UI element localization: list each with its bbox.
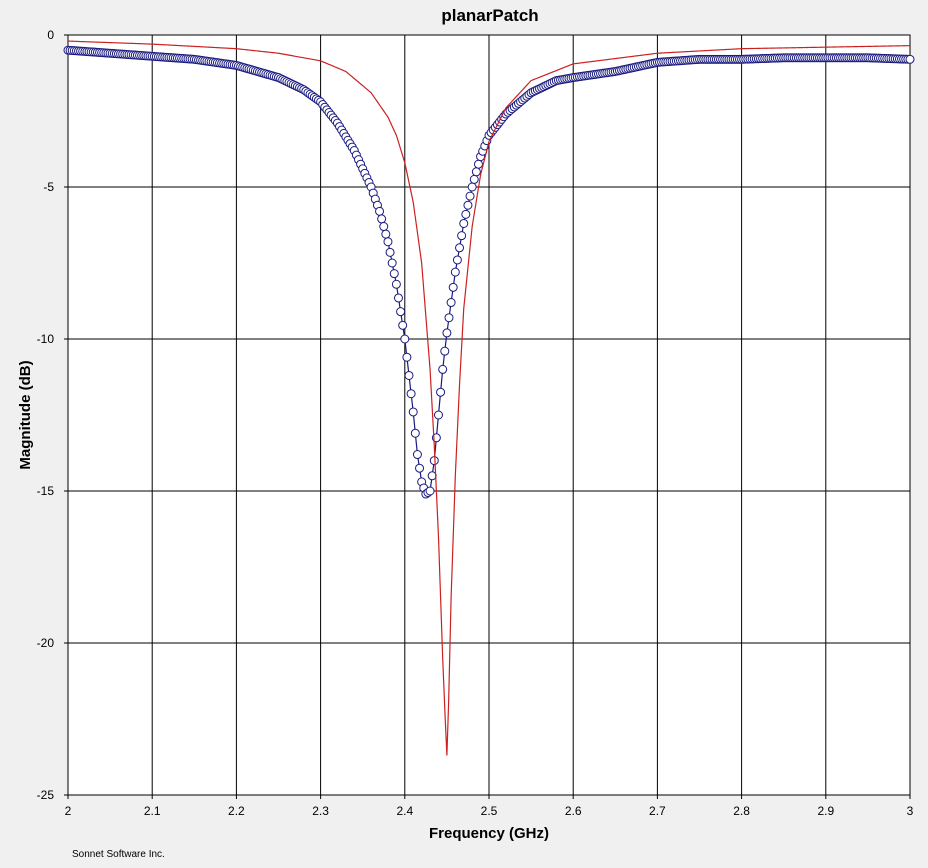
data-point [471, 167, 481, 177]
data-point [410, 428, 420, 438]
data-point [404, 370, 414, 380]
data-point [463, 200, 473, 210]
data-point [433, 410, 443, 420]
x-tick-label: 2.1 [144, 804, 161, 818]
x-tick-label: 2 [65, 804, 72, 818]
y-tick-label: -5 [43, 180, 54, 194]
data-point [436, 387, 446, 397]
data-point [457, 231, 467, 241]
data-point [385, 247, 395, 257]
y-tick-label: -20 [37, 636, 55, 650]
data-point [393, 293, 403, 303]
data-point [446, 298, 456, 308]
x-tick-label: 2.3 [312, 804, 329, 818]
series-line [67, 40, 911, 756]
data-point [440, 346, 450, 356]
data-point [465, 191, 475, 201]
data-point [406, 389, 416, 399]
grid-lines [68, 35, 910, 795]
y-tick-label: -25 [37, 788, 55, 802]
y-tick-label: 0 [47, 28, 54, 42]
y-tick-labels: 0 -5 -10 -15 -20 -25 [37, 28, 68, 802]
data-point [387, 258, 397, 268]
data-point [469, 174, 479, 184]
series-markers [63, 45, 915, 499]
data-point [400, 334, 410, 344]
data-point [905, 54, 915, 64]
x-tick-label: 3 [907, 804, 914, 818]
series-1 [67, 40, 911, 756]
data-point [473, 159, 483, 169]
data-point [379, 222, 389, 232]
footer-credit: Sonnet Software Inc. [72, 849, 165, 860]
data-point [381, 229, 391, 239]
data-point [461, 209, 471, 219]
series-0 [63, 45, 915, 499]
y-axis-label: Magnitude (dB) [17, 360, 34, 469]
data-point [412, 450, 422, 460]
x-tick-label: 2.6 [565, 804, 582, 818]
x-tick-label: 2.9 [817, 804, 834, 818]
data-point [459, 218, 469, 228]
data-point [448, 282, 458, 292]
x-tick-label: 2.8 [733, 804, 750, 818]
data-point [444, 313, 454, 323]
x-tick-label: 2.7 [649, 804, 666, 818]
data-point [415, 463, 425, 473]
x-tick-label: 2.2 [228, 804, 245, 818]
x-tick-labels: 2 2.1 2.2 2.3 2.4 2.5 2.6 2.7 2.8 2.9 3 [65, 795, 914, 818]
data-point [408, 407, 418, 417]
x-tick-label: 2.5 [481, 804, 498, 818]
data-point [442, 328, 452, 338]
data-point [391, 279, 401, 289]
data-point [467, 182, 477, 192]
y-tick-label: -10 [37, 332, 55, 346]
data-point [383, 237, 393, 247]
data-point [398, 320, 408, 330]
y-tick-label: -15 [37, 484, 55, 498]
data-point [450, 267, 460, 277]
x-tick-label: 2.4 [396, 804, 413, 818]
data-point [402, 352, 412, 362]
data-point [425, 486, 435, 496]
data-point [396, 307, 406, 317]
data-point [377, 214, 387, 224]
data-point [452, 255, 462, 265]
data-point [389, 269, 399, 279]
data-point [438, 364, 448, 374]
x-axis-label: Frequency (GHz) [429, 825, 549, 842]
data-point [375, 206, 385, 216]
data-point [455, 243, 465, 253]
chart-title: planarPatch [441, 6, 538, 25]
plot-series [63, 40, 915, 756]
